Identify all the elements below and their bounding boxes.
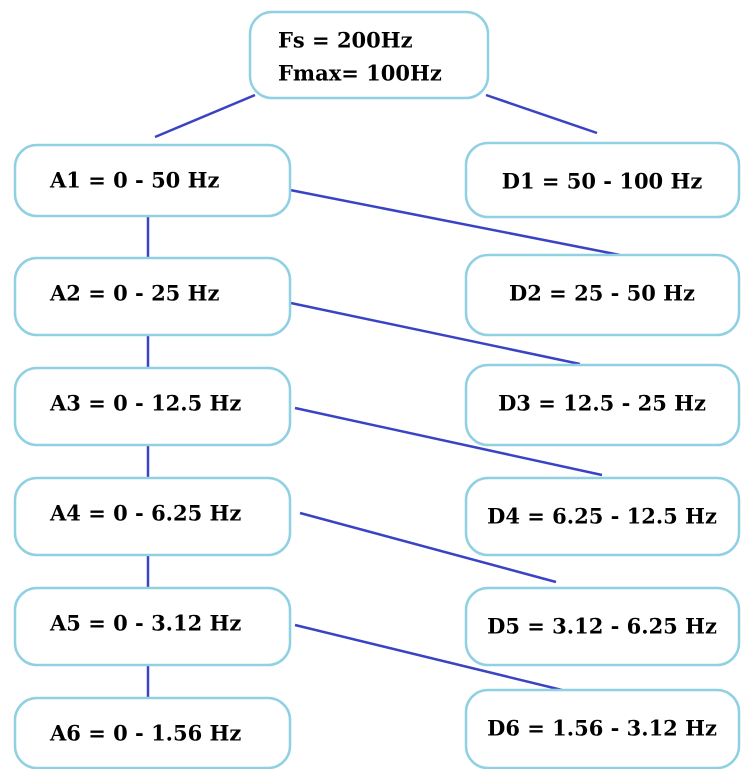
node-box: [464, 141, 741, 219]
node-label: A6 = 0 - 1.56 Hz: [49, 721, 241, 746]
node-box: [464, 476, 741, 557]
link: [154, 93, 256, 139]
node-box: [13, 143, 292, 218]
node-box: [464, 363, 741, 447]
node-label: D4 = 6.25 - 12.5 Hz: [487, 504, 717, 529]
link: [289, 188, 621, 257]
node-label: A2 = 0 - 25 Hz: [49, 281, 219, 306]
node-box: [248, 10, 490, 100]
node-label: D3 = 12.5 - 25 Hz: [498, 391, 706, 416]
root-node: Fs = 200Hz Fmax= 100Hz: [248, 10, 490, 100]
node-box: [464, 586, 741, 667]
node-box: [13, 476, 292, 557]
link: [299, 511, 557, 584]
node-box: [13, 586, 292, 667]
link: [485, 93, 598, 135]
node-label: D6 = 1.56 - 3.12 Hz: [487, 716, 717, 741]
node-label: D1 = 50 - 100 Hz: [502, 169, 703, 194]
node-label: A4 = 0 - 6.25 Hz: [49, 501, 241, 526]
nodes: A1 = 0 - 50 Hz A2 = 0 - 25 Hz A3 = 0 - 12.…: [13, 141, 741, 769]
node-box: [464, 688, 741, 769]
link: [294, 406, 603, 477]
node-box: [13, 256, 292, 337]
node-label: D2 = 25 - 50 Hz: [509, 281, 695, 306]
node-label: D5 = 3.12 - 6.25 Hz: [487, 614, 717, 639]
node-label: A1 = 0 - 50 Hz: [49, 168, 219, 193]
node-box: [13, 696, 292, 769]
link: [294, 623, 563, 692]
node-label: A3 = 0 - 12.5 Hz: [49, 391, 241, 416]
node-label: Fmax= 100Hz: [278, 61, 442, 86]
node-box: [13, 366, 292, 447]
node-label: A5 = 0 - 3.12 Hz: [49, 611, 241, 636]
node-box: [464, 253, 741, 337]
link: [285, 300, 581, 366]
node-label: Fs = 200Hz: [278, 28, 413, 53]
links: [146, 93, 621, 698]
